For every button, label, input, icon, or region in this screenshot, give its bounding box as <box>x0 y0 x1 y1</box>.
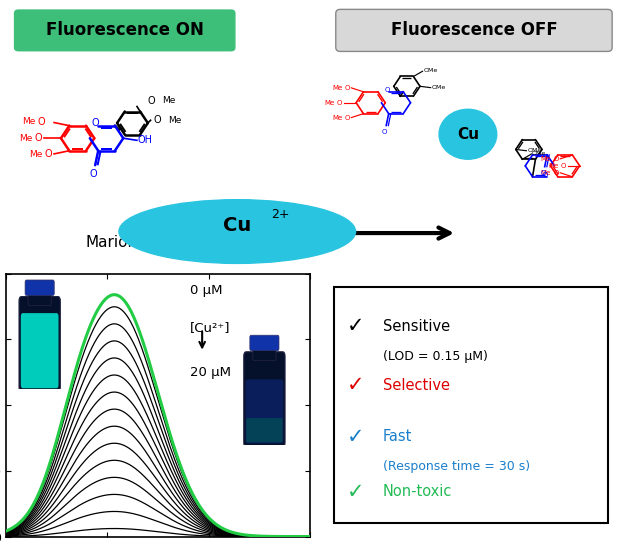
Text: O: O <box>154 115 162 125</box>
Text: Fast: Fast <box>383 429 413 444</box>
Text: ✓: ✓ <box>347 427 364 447</box>
Text: 0 μM: 0 μM <box>190 284 222 297</box>
Text: Fluorescence OFF: Fluorescence OFF <box>391 21 557 40</box>
Circle shape <box>119 199 356 263</box>
Text: OMe: OMe <box>527 149 541 153</box>
Text: Fluorescence ON: Fluorescence ON <box>46 21 203 40</box>
Text: [Cu²⁺]: [Cu²⁺] <box>190 321 230 334</box>
Text: O: O <box>540 170 546 176</box>
Text: Me: Me <box>168 115 182 125</box>
Text: Me: Me <box>29 150 43 159</box>
Text: O: O <box>553 156 558 162</box>
Text: O: O <box>38 117 45 127</box>
Text: OH: OH <box>138 136 153 145</box>
Text: O: O <box>384 87 390 93</box>
Text: Me: Me <box>19 134 33 143</box>
Text: Selective: Selective <box>383 378 450 393</box>
Text: Me: Me <box>541 170 551 176</box>
Text: O: O <box>34 133 42 143</box>
Text: Me: Me <box>541 156 551 162</box>
Text: Me: Me <box>325 100 335 106</box>
Text: Non-toxic: Non-toxic <box>383 485 452 499</box>
Text: Me: Me <box>548 163 558 169</box>
Text: Cu: Cu <box>223 216 252 235</box>
Text: Me: Me <box>332 85 342 91</box>
Text: OMe: OMe <box>423 68 438 73</box>
Circle shape <box>439 109 497 159</box>
Text: O: O <box>382 128 387 134</box>
Text: (Response time = 30 s): (Response time = 30 s) <box>383 460 530 473</box>
Text: Marionol: Marionol <box>86 235 151 249</box>
Text: Me: Me <box>332 114 342 120</box>
FancyBboxPatch shape <box>14 9 235 51</box>
Text: 2+: 2+ <box>271 208 290 221</box>
Text: O: O <box>543 172 548 178</box>
Text: O: O <box>561 163 566 169</box>
Text: O: O <box>90 169 98 179</box>
FancyBboxPatch shape <box>334 287 608 524</box>
Text: O: O <box>344 85 350 91</box>
Text: O: O <box>337 100 342 106</box>
Text: OMe: OMe <box>431 85 446 90</box>
Text: O: O <box>44 149 52 159</box>
Text: O: O <box>148 95 155 106</box>
Text: OMe: OMe <box>532 151 546 156</box>
Text: O: O <box>553 170 558 176</box>
Text: Cu: Cu <box>457 127 479 142</box>
Text: O: O <box>92 118 100 127</box>
Text: O: O <box>344 114 350 120</box>
Text: 20 μM: 20 μM <box>190 366 231 379</box>
Text: (LOD = 0.15 μM): (LOD = 0.15 μM) <box>383 350 488 363</box>
Text: Sensitive: Sensitive <box>383 319 450 334</box>
Text: ✓: ✓ <box>347 376 364 395</box>
Text: Me: Me <box>162 96 176 105</box>
Text: Me: Me <box>22 117 35 126</box>
FancyBboxPatch shape <box>336 9 612 51</box>
Text: ✓: ✓ <box>347 316 364 336</box>
Text: ✓: ✓ <box>347 482 364 502</box>
